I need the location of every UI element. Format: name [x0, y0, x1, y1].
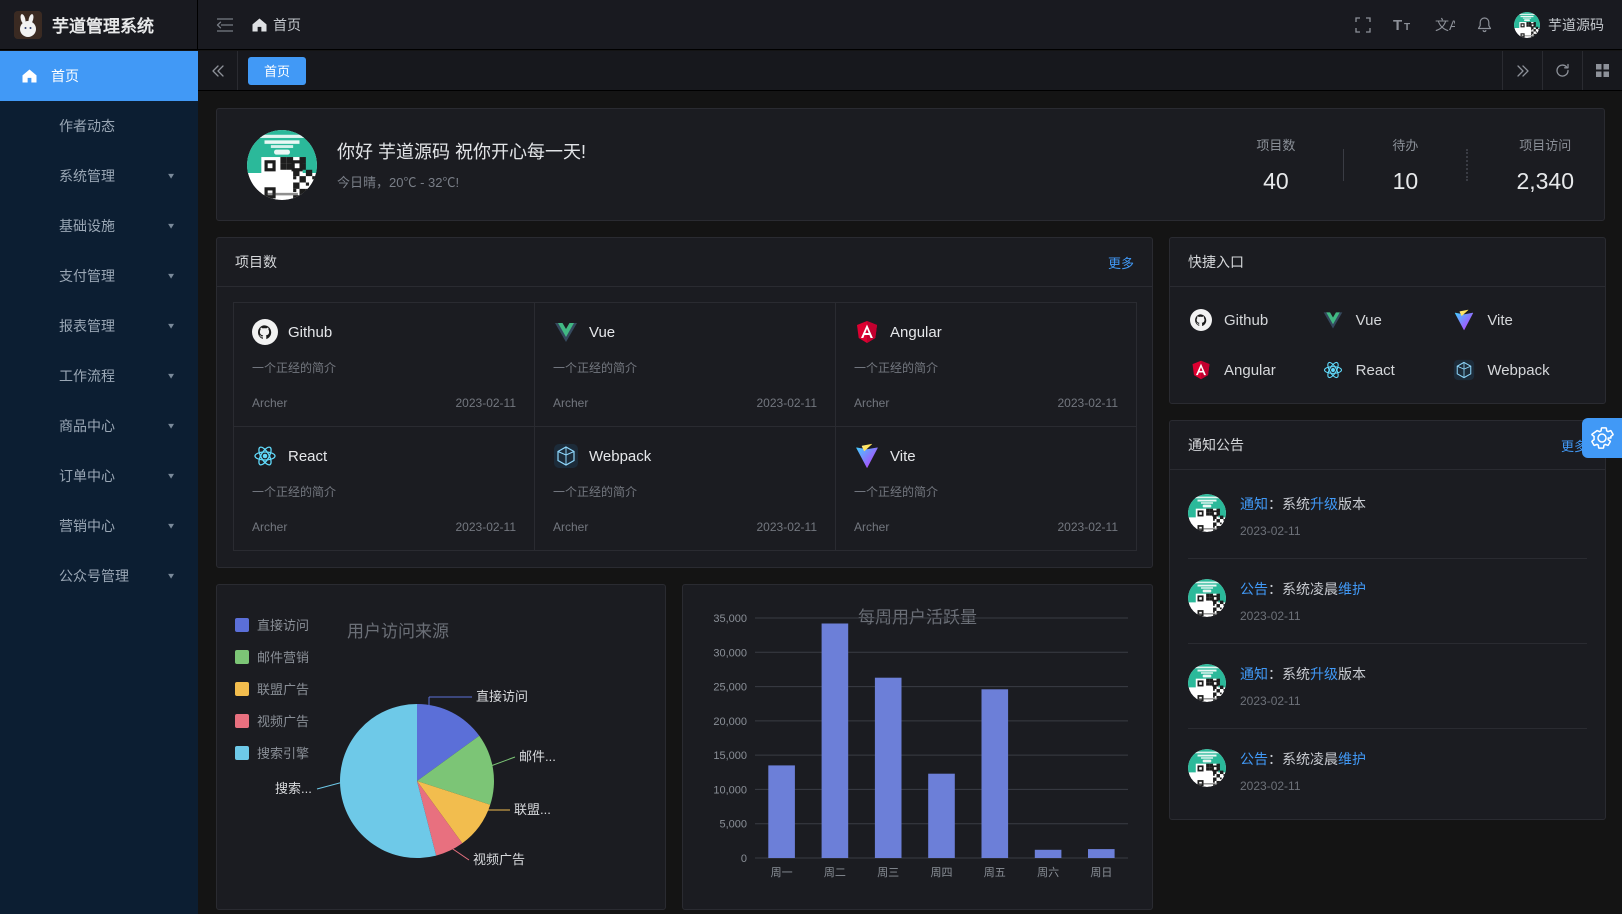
svg-text:周四: 周四 — [931, 866, 953, 879]
svg-text:T: T — [1393, 17, 1402, 33]
svg-text:联盟...: 联盟... — [514, 802, 551, 817]
svg-text:周一: 周一 — [771, 866, 793, 879]
svg-text:周二: 周二 — [824, 866, 846, 879]
svg-text:搜索...: 搜索... — [275, 781, 312, 796]
svg-text:20,000: 20,000 — [713, 716, 747, 728]
svg-text:0: 0 — [741, 853, 747, 865]
svg-text:15,000: 15,000 — [713, 750, 747, 762]
svg-text:邮件...: 邮件... — [519, 749, 556, 764]
svg-text:周三: 周三 — [877, 866, 899, 879]
svg-text:周日: 周日 — [1090, 866, 1112, 879]
svg-text:文A: 文A — [1435, 17, 1455, 33]
svg-text:5,000: 5,000 — [719, 819, 747, 831]
svg-text:周六: 周六 — [1037, 866, 1059, 879]
svg-text:30,000: 30,000 — [713, 647, 747, 659]
svg-text:25,000: 25,000 — [713, 682, 747, 694]
svg-text:T: T — [1404, 22, 1410, 33]
svg-text:35,000: 35,000 — [713, 613, 747, 625]
svg-text:视频广告: 视频广告 — [473, 852, 525, 867]
svg-text:周五: 周五 — [984, 866, 1006, 879]
svg-text:10,000: 10,000 — [713, 784, 747, 796]
svg-text:直接访问: 直接访问 — [476, 689, 528, 704]
